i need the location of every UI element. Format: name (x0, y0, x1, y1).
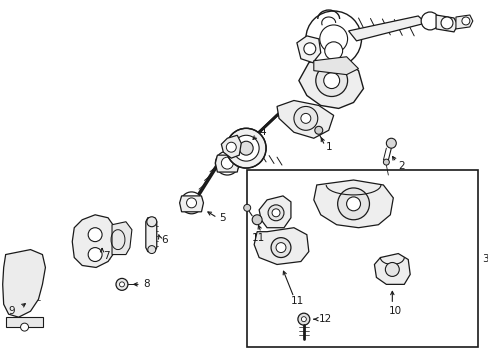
Circle shape (319, 25, 347, 53)
Text: 6: 6 (162, 235, 168, 245)
Circle shape (221, 157, 233, 169)
Text: 11: 11 (290, 296, 304, 306)
Circle shape (267, 205, 284, 221)
Polygon shape (348, 16, 425, 41)
Text: 11: 11 (252, 233, 265, 243)
Polygon shape (313, 180, 392, 228)
Circle shape (383, 159, 388, 165)
Polygon shape (221, 135, 241, 158)
Polygon shape (277, 100, 333, 138)
Circle shape (271, 209, 280, 217)
Circle shape (20, 323, 28, 331)
Circle shape (440, 17, 452, 29)
Text: 7: 7 (103, 251, 109, 261)
Polygon shape (2, 249, 45, 317)
Text: 10: 10 (387, 306, 401, 316)
Circle shape (337, 188, 369, 220)
Circle shape (386, 138, 395, 148)
Polygon shape (455, 15, 472, 29)
Circle shape (215, 151, 239, 175)
Circle shape (186, 198, 196, 208)
Bar (247, 170, 477, 347)
Circle shape (305, 11, 361, 67)
Circle shape (119, 282, 124, 287)
Circle shape (226, 128, 265, 168)
Circle shape (88, 228, 102, 242)
Circle shape (147, 246, 156, 253)
Polygon shape (298, 56, 363, 108)
Polygon shape (179, 196, 203, 212)
Circle shape (300, 113, 310, 123)
Circle shape (226, 142, 236, 152)
Circle shape (297, 313, 309, 325)
Circle shape (116, 278, 128, 290)
Polygon shape (112, 222, 132, 255)
Circle shape (314, 126, 322, 134)
Circle shape (303, 43, 315, 55)
Polygon shape (313, 57, 358, 75)
Polygon shape (435, 15, 457, 32)
Circle shape (315, 65, 347, 96)
Circle shape (252, 215, 262, 225)
Circle shape (146, 217, 157, 227)
Circle shape (420, 12, 438, 30)
Circle shape (180, 192, 202, 214)
Circle shape (243, 204, 250, 211)
Polygon shape (374, 253, 409, 284)
Circle shape (385, 262, 399, 276)
Text: 4: 4 (259, 127, 265, 137)
Polygon shape (145, 218, 157, 252)
Polygon shape (259, 196, 290, 228)
Circle shape (461, 17, 469, 25)
Circle shape (346, 197, 360, 211)
Polygon shape (72, 215, 115, 267)
Text: 12: 12 (318, 314, 331, 324)
Circle shape (233, 135, 259, 161)
Circle shape (323, 73, 339, 89)
Circle shape (88, 248, 102, 261)
Polygon shape (254, 228, 308, 265)
Text: 2: 2 (397, 161, 404, 171)
Circle shape (293, 107, 317, 130)
Text: 1: 1 (325, 142, 332, 152)
Circle shape (239, 141, 253, 155)
Circle shape (270, 238, 290, 257)
Circle shape (301, 317, 305, 321)
Text: 3: 3 (481, 253, 488, 264)
Text: 5: 5 (219, 213, 225, 223)
Polygon shape (296, 36, 320, 63)
Circle shape (275, 243, 285, 253)
Text: 9: 9 (9, 306, 15, 316)
Text: 8: 8 (142, 279, 149, 289)
Bar (6, 317, 43, 327)
Circle shape (324, 42, 342, 60)
Polygon shape (215, 155, 239, 172)
